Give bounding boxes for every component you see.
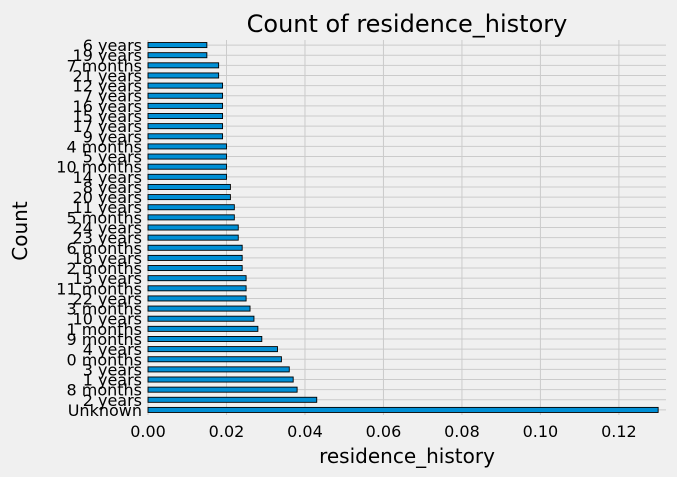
category-label: 7 years (83, 87, 142, 106)
x-tick-label: 0.06 (366, 422, 402, 441)
bar (147, 386, 298, 393)
bar (147, 346, 278, 353)
category-label: 8 years (83, 178, 142, 197)
bar (147, 214, 235, 221)
x-tick-label: 0.10 (523, 422, 559, 441)
category-label: 3 years (83, 360, 142, 379)
x-tick-label: 0.02 (209, 422, 245, 441)
category-label: 19 years (73, 46, 142, 65)
bar (147, 113, 224, 119)
category-label: 21 years (73, 66, 142, 85)
bar (147, 366, 290, 373)
category-label: 6 months (66, 239, 142, 258)
bar (147, 183, 231, 190)
bar (147, 123, 224, 130)
bar (147, 92, 224, 99)
category-label: 16 years (73, 97, 142, 116)
category-label: 0 months (66, 350, 142, 369)
category-label: 24 years (73, 219, 142, 238)
category-label: 6 years (83, 36, 142, 55)
category-label: Unknown (68, 401, 142, 420)
category-label: 20 years (73, 188, 142, 207)
bar (147, 254, 243, 261)
category-label: 7 months (66, 56, 142, 75)
bar (147, 275, 247, 282)
x-tick-label: 0.12 (601, 422, 637, 441)
bar (147, 224, 239, 231)
category-label: 11 months (56, 279, 142, 298)
category-label: 15 years (73, 107, 142, 126)
x-axis-label: residence_history (319, 444, 495, 468)
category-label: 1 years (83, 371, 142, 390)
bar (147, 42, 208, 49)
category-label: 18 years (73, 249, 142, 268)
category-label: 5 years (83, 148, 142, 167)
bar (147, 153, 227, 160)
bar (147, 265, 243, 272)
bar (147, 62, 220, 69)
bar (147, 204, 235, 211)
category-label: 12 years (73, 77, 142, 96)
x-tick-label: 0.00 (130, 422, 166, 441)
bar (147, 396, 318, 403)
category-label: 8 months (66, 381, 142, 400)
category-label: 4 years (83, 340, 142, 359)
bar (147, 234, 239, 241)
category-label: 23 years (73, 229, 142, 248)
chart-title: Count of residence_history (247, 10, 568, 38)
category-label: 11 years (73, 198, 142, 217)
bar (147, 173, 227, 180)
category-label: 9 years (83, 127, 142, 146)
bar (147, 72, 220, 79)
bar (147, 406, 659, 413)
bar (147, 102, 224, 109)
bar (147, 82, 224, 89)
bar (147, 325, 259, 332)
bars (147, 42, 659, 413)
bar (147, 305, 251, 312)
category-label: 14 years (73, 168, 142, 187)
category-label: 5 months (66, 208, 142, 227)
x-tick-labels: 0.00 0.02 0.04 0.06 0.08 0.10 0.12 (130, 422, 637, 441)
bar (147, 143, 227, 150)
category-label: 2 months (66, 259, 142, 278)
bar (147, 336, 263, 342)
category-label: 17 years (73, 117, 142, 136)
category-label: 2 years (83, 391, 142, 410)
category-label: 3 months (66, 300, 142, 319)
bar (147, 315, 255, 322)
category-label: 22 years (73, 289, 142, 308)
category-label: 13 years (73, 269, 142, 288)
y-axis-label: Count (8, 201, 32, 261)
bar (147, 376, 294, 383)
bar (147, 244, 243, 251)
category-label: 1 months (66, 320, 142, 339)
bar (147, 285, 247, 292)
category-label: 9 months (66, 330, 142, 349)
bar (147, 356, 282, 363)
bar (147, 133, 224, 140)
bar (147, 52, 208, 59)
bar (147, 163, 227, 170)
bar (147, 194, 231, 201)
category-label: 10 months (56, 158, 142, 177)
category-label: 10 years (73, 310, 142, 329)
category-label: 4 months (66, 137, 142, 156)
x-tick-label: 0.08 (444, 422, 480, 441)
bar (147, 295, 247, 302)
x-tick-label: 0.04 (287, 422, 323, 441)
